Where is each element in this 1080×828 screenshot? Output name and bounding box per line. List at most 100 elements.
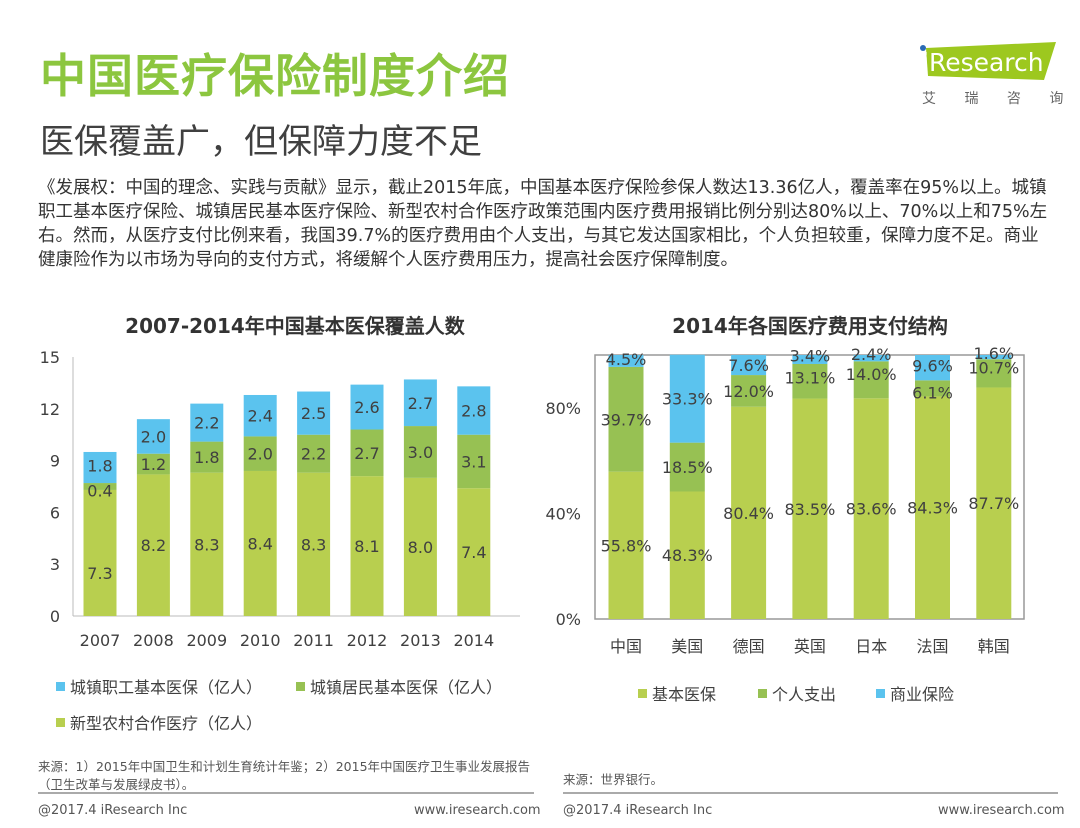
legend-item: 基本医保 [638,681,716,705]
bar-segment [243,394,277,437]
bar-segment [136,453,170,475]
legend-swatch [56,681,65,691]
bar-segment [915,396,950,619]
footer-divider [563,792,1058,794]
legend-label: 城镇居民基本医保（亿人） [310,678,503,697]
data-label: 3.0 [408,443,433,462]
bar-segment [83,483,117,490]
bar-segment [350,384,384,430]
y-tick-label: 6 [50,503,60,522]
data-label: 1.8 [87,457,112,476]
legend-label: 基本医保 [652,685,717,704]
legend-swatch [876,688,885,698]
bar-segment [190,472,224,616]
bar-segment [853,355,889,362]
data-label: 7.6% [728,356,769,375]
data-label: 3.1 [461,452,486,471]
bar-segment [297,472,331,616]
footer-divider [38,792,534,794]
body-text: 《发展权：中国的理念、实践与贡献》显示，截止2015年底，中国基本医疗保险参保人… [38,178,1048,270]
bar-segment [83,451,117,484]
data-label: 8.4 [247,534,272,553]
data-label: 7.4 [461,543,486,562]
data-label: 8.0 [408,538,433,557]
legend-item: 个人支出 [758,681,836,705]
x-tick-label: 日本 [855,637,887,656]
data-label: 1.6% [973,344,1014,363]
right-chart-title: 2014年各国医疗费用支付结构 [672,314,948,338]
bar-segment [731,375,767,407]
data-label: 83.5% [784,500,835,519]
bar-segment [915,355,950,381]
data-label: 80.4% [723,504,774,523]
data-label: 55.8% [601,536,652,555]
data-label: 2.4 [247,407,272,426]
data-label: 2.4% [851,345,892,364]
data-label: 1.8 [194,448,219,467]
bar-segment [792,355,828,364]
data-label: 33.3% [662,390,713,409]
logo-text: iResearch [922,48,1044,77]
page-title: 中国医疗保险制度介绍 [40,49,510,103]
bar-segment [976,387,1012,619]
legend-swatch [296,681,305,691]
bar-segment [731,355,767,376]
legend-item: 城镇居民基本医保（亿人） [296,674,502,698]
bar-segment [297,391,331,435]
legend-item: 新型农村合作医疗（亿人） [56,710,262,734]
data-label: 14.0% [846,365,897,384]
logo-subtext: 艾 瑞 咨 询 [922,91,1076,107]
x-tick-label: 英国 [794,637,826,656]
y-tick-label: 0% [556,610,581,629]
bar-segment [792,398,828,619]
data-label: 7.3 [87,564,112,583]
bar-segment [792,363,828,399]
data-label: 8.3 [194,535,219,554]
bar-segment [350,476,384,616]
x-tick-label: 韩国 [978,637,1010,656]
y-tick-label: 80% [545,399,581,418]
data-label: 6.1% [912,383,953,402]
data-label: 87.7% [968,494,1019,513]
right-source: 来源：世界银行。 [563,772,664,787]
data-label: 2.0 [247,445,272,464]
x-tick-label: 2011 [293,631,334,650]
data-label: 2.7 [408,394,433,413]
footer-url[interactable]: www.iresearch.com [414,803,541,818]
legend-swatch [638,688,647,698]
data-label: 48.3% [662,546,713,565]
footer-copyright: @2017.4 iResearch Inc [38,803,188,818]
data-label: 1.2 [141,455,166,474]
bar-segment [731,406,767,619]
legend-swatch [758,688,767,698]
y-tick-label: 12 [40,400,60,419]
legend-item: 城镇职工基本医保（亿人） [56,674,262,698]
page-subtitle: 医保覆盖广，但保障力度不足 [40,122,482,162]
footer-copyright: @2017.4 iResearch Inc [563,803,713,818]
data-label: 83.6% [846,500,897,519]
x-tick-label: 2012 [347,631,388,650]
bar-segment [853,361,889,399]
data-label: 2.8 [461,402,486,421]
bar-segment [243,470,277,616]
bar-segment [457,488,491,616]
data-label: 84.3% [907,499,958,518]
data-label: 2.5 [301,404,326,423]
y-tick-label: 15 [40,348,60,367]
x-tick-label: 2008 [133,631,174,650]
bar-segment [608,355,644,367]
legend-label: 个人支出 [772,685,837,704]
legend-label: 商业保险 [890,685,955,704]
bar-segment [976,359,1012,388]
bar-segment [350,429,384,477]
footer-url[interactable]: www.iresearch.com [938,803,1065,818]
bar-segment [136,419,170,454]
x-tick-label: 2013 [400,631,441,650]
legend-item: 商业保险 [876,681,954,705]
data-label: 10.7% [968,358,1019,377]
iresearch-logo: iResearch 艾 瑞 咨 询 [918,38,1063,108]
legend-swatch [56,717,65,727]
data-label: 4.5% [606,350,647,369]
data-label: 13.1% [784,368,835,387]
bar-segment [669,491,705,619]
